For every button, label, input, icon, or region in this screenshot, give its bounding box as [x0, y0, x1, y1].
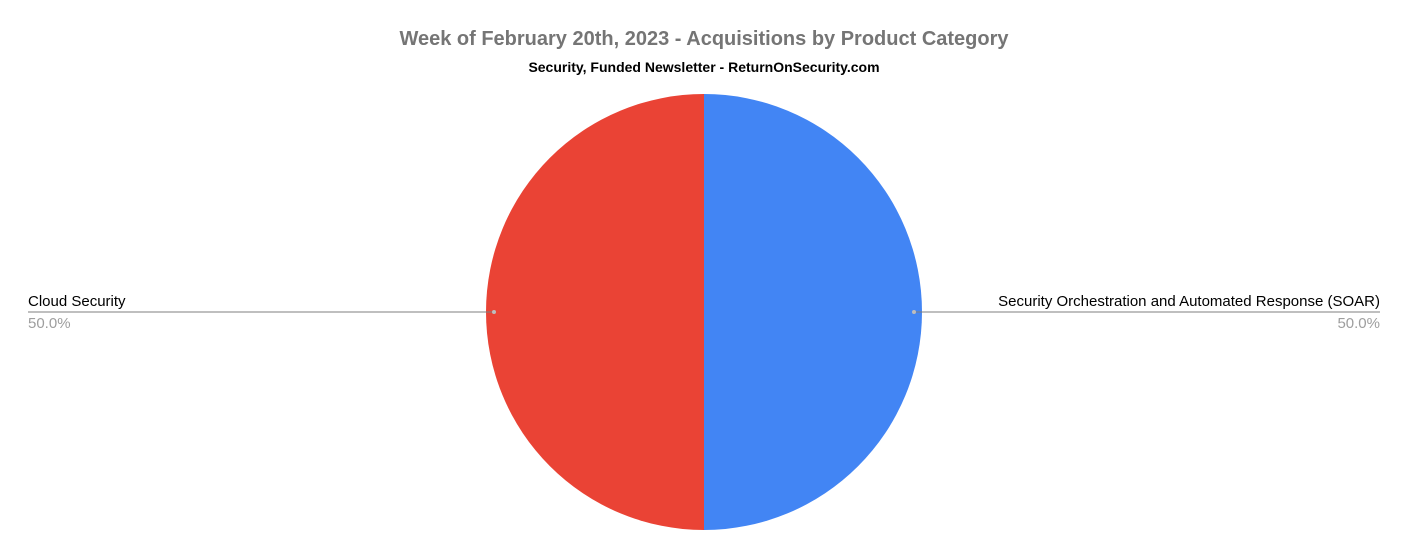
leader-dot [912, 310, 916, 314]
chart-subtitle: Security, Funded Newsletter - ReturnOnSe… [528, 59, 880, 75]
slice-label: Security Orchestration and Automated Res… [998, 293, 1380, 310]
leader-dot [492, 310, 496, 314]
pie-slices [486, 94, 922, 530]
pie-slice-security-orchestration-and-automated-response-soar [704, 94, 922, 530]
slice-percent-label: 50.0% [1337, 315, 1380, 332]
pie-labels: Security Orchestration and Automated Res… [28, 293, 1380, 332]
chart-title: Week of February 20th, 2023 - Acquisitio… [399, 28, 1009, 50]
slice-label: Cloud Security [28, 293, 126, 310]
slice-percent-label: 50.0% [28, 315, 71, 332]
pie-slice-cloud-security [486, 94, 704, 530]
